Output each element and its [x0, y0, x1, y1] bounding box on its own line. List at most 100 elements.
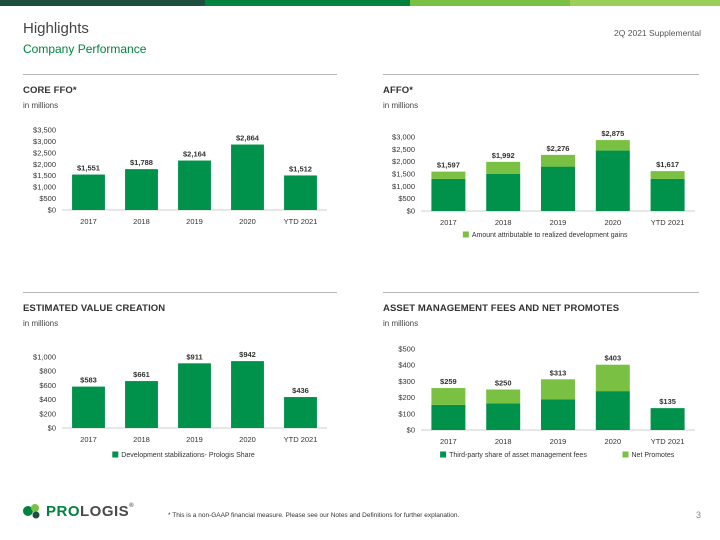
y-tick-label: $1,000 [33, 353, 56, 362]
bar [231, 144, 264, 210]
section-unit: in millions [383, 101, 419, 110]
bar [650, 171, 685, 179]
top-bar-segment [0, 0, 205, 6]
y-tick-label: $2,000 [392, 157, 415, 166]
bar [284, 397, 317, 428]
page-title: Highlights [23, 20, 89, 37]
y-tick-label: $2,500 [392, 145, 415, 154]
x-tick-label: 2017 [440, 218, 457, 227]
data-label: $661 [133, 370, 150, 379]
x-tick-label: 2020 [604, 218, 621, 227]
data-label: $1,788 [130, 158, 153, 167]
bar [541, 154, 575, 167]
y-tick-label: $0 [407, 207, 415, 216]
data-label: $2,864 [236, 134, 260, 143]
bar [431, 178, 466, 211]
x-tick-label: 2020 [604, 437, 621, 446]
x-tick-label: 2020 [239, 435, 256, 444]
y-tick-label: $1,500 [392, 170, 415, 179]
x-tick-label: 2019 [186, 217, 203, 226]
y-tick-label: $0 [407, 426, 415, 435]
bar [486, 174, 521, 211]
x-tick-label: 2018 [495, 437, 512, 446]
data-label: $135 [659, 397, 676, 406]
legend-label: Development stabilizations- Prologis Sha… [121, 452, 255, 459]
section-title: CORE FFO* [23, 85, 77, 96]
top-bar-segment [205, 0, 410, 6]
data-label: $911 [186, 352, 202, 361]
y-tick-label: $100 [398, 409, 415, 418]
bar [178, 160, 211, 210]
data-label: $313 [550, 368, 567, 377]
section-divider [383, 74, 699, 75]
x-tick-label: 2020 [239, 217, 256, 226]
y-tick-label: $3,500 [33, 126, 56, 135]
y-tick-label: $500 [398, 345, 415, 354]
bar [486, 161, 521, 174]
logo-wordmark: PROLOGIS® [46, 502, 135, 520]
bar [431, 388, 466, 405]
y-tick-label: $400 [39, 395, 56, 404]
bar [486, 403, 521, 430]
y-tick-label: $1,000 [392, 182, 415, 191]
legend-swatch [622, 451, 629, 458]
data-label: $2,164 [183, 150, 207, 159]
section-title: AFFO* [383, 85, 414, 96]
bar [595, 364, 630, 392]
y-tick-label: $2,000 [33, 160, 56, 169]
affo-section: AFFO* in millions [383, 74, 699, 234]
asset-management-section: ASSET MANAGEMENT FEES AND NET PROMOTES i… [383, 292, 699, 462]
top-bar-segment [410, 0, 570, 6]
x-tick-label: 2018 [133, 217, 150, 226]
bar [486, 389, 521, 404]
x-tick-label: YTD 2021 [284, 435, 318, 444]
prologis-logo: PROLOGIS® [22, 502, 134, 520]
bar [431, 171, 466, 179]
data-label: $1,617 [656, 160, 679, 169]
section-title: ASSET MANAGEMENT FEES AND NET PROMOTES [383, 303, 620, 314]
top-bar-segment [570, 0, 720, 6]
x-tick-label: 2019 [186, 435, 203, 444]
y-tick-label: $1,000 [33, 183, 56, 192]
y-tick-label: $800 [39, 367, 56, 376]
data-label: $250 [495, 379, 512, 388]
bar [595, 140, 630, 151]
y-tick-label: $300 [398, 377, 415, 386]
y-tick-label: $500 [398, 194, 415, 203]
data-label: $942 [239, 350, 256, 359]
bar [541, 166, 575, 211]
y-tick-label: $400 [398, 361, 415, 370]
legend-label: Amount attributable to realized developm… [472, 232, 628, 239]
x-tick-label: 2017 [440, 437, 457, 446]
section-unit: in millions [23, 101, 59, 110]
bar [650, 408, 685, 430]
page-subtitle: Company Performance [23, 42, 147, 56]
data-label: $436 [292, 386, 309, 395]
bar [650, 178, 685, 211]
legend-swatch [112, 451, 119, 458]
x-tick-label: 2017 [80, 217, 97, 226]
x-tick-label: 2017 [80, 435, 97, 444]
y-tick-label: $1,500 [33, 171, 56, 180]
section-title: ESTIMATED VALUE CREATION [23, 303, 166, 314]
value-creation-section: ESTIMATED VALUE CREATION in millions [23, 292, 337, 462]
bar [231, 361, 264, 428]
data-label: $1,597 [437, 161, 460, 170]
bar [431, 404, 466, 430]
data-label: $403 [604, 354, 621, 363]
y-tick-label: $0 [48, 424, 56, 433]
data-label: $1,551 [77, 164, 100, 173]
x-tick-label: 2018 [133, 435, 150, 444]
data-label: $583 [80, 376, 97, 385]
section-divider [23, 74, 337, 75]
x-tick-label: 2018 [495, 218, 512, 227]
x-tick-label: YTD 2021 [651, 437, 685, 446]
section-unit: in millions [23, 319, 59, 328]
bar [284, 175, 317, 210]
x-tick-label: 2019 [550, 218, 567, 227]
data-label: $1,512 [289, 164, 312, 173]
data-label: $1,992 [492, 151, 515, 160]
